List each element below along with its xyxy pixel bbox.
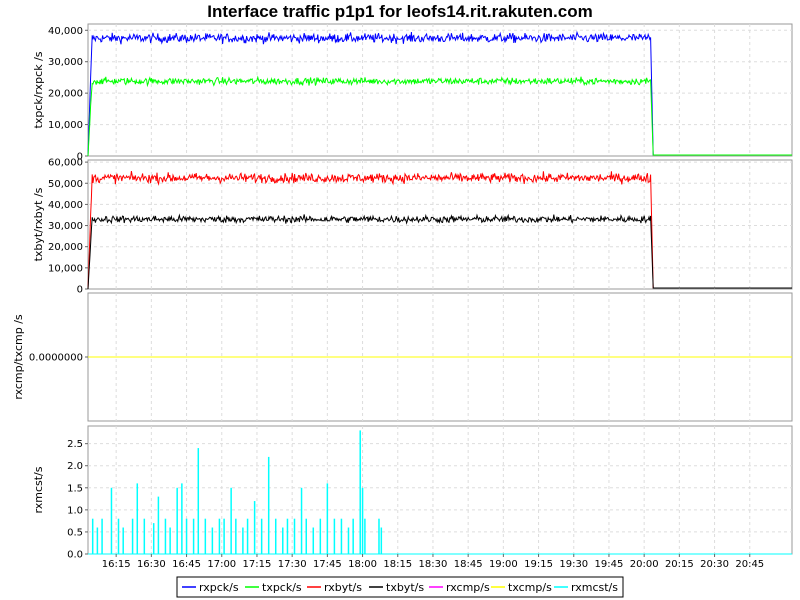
legend-box <box>176 576 624 598</box>
x-tick-label: 17:00 <box>207 559 236 570</box>
legend-label: rxbyt/s <box>324 581 362 594</box>
y-tick-label: 30,000 <box>48 221 83 232</box>
y-tick-label: 0.0 <box>67 550 83 561</box>
y-tick-label: 10,000 <box>48 263 83 274</box>
y-tick-label: 30,000 <box>48 57 83 68</box>
y-tick-label: 2.5 <box>67 439 83 450</box>
panel-frame-bytes <box>87 159 793 290</box>
y-axis-label: txpck/rxpck /s <box>32 51 45 128</box>
x-tick-label: 18:30 <box>419 559 448 570</box>
x-tick-label: 19:45 <box>595 559 624 570</box>
y-tick-label: 2.0 <box>67 461 83 472</box>
x-tick-label: 16:45 <box>172 559 201 570</box>
x-tick-label: 16:30 <box>137 559 166 570</box>
chart-title: Interface traffic p1p1 for leofs14.rit.r… <box>207 2 593 21</box>
legend-label: rxmcst/s <box>571 581 618 594</box>
x-tick-label: 19:00 <box>489 559 518 570</box>
series-line-txbyt/s <box>87 213 792 290</box>
y-tick-label: 60,000 <box>48 158 83 169</box>
x-tick-label: 17:45 <box>313 559 342 570</box>
x-tick-label: 18:15 <box>383 559 412 570</box>
x-tick-label: 18:45 <box>454 559 483 570</box>
legend-label: txcmp/s <box>508 581 552 594</box>
y-tick-label: 0.5 <box>67 527 83 538</box>
x-tick-label: 20:45 <box>735 559 764 570</box>
y-tick-label: 50,000 <box>48 179 83 190</box>
x-tick-label: 17:15 <box>243 559 272 570</box>
y-tick-label: 40,000 <box>48 200 83 211</box>
y-tick-label: 0 <box>77 285 83 296</box>
legend-label: rxcmp/s <box>446 581 490 594</box>
legend-label: txpck/s <box>262 581 302 594</box>
x-tick-label: 19:15 <box>524 559 553 570</box>
x-tick-label: 17:30 <box>278 559 307 570</box>
x-tick-label: 20:30 <box>700 559 729 570</box>
y-axis-label: txbyt/rxbyt /s <box>32 187 45 261</box>
x-tick-label: 20:15 <box>665 559 694 570</box>
x-tick-label: 16:15 <box>102 559 131 570</box>
series-line-rxpck/s <box>87 30 792 157</box>
y-tick-label: 10,000 <box>48 120 83 131</box>
legend-label: rxpck/s <box>199 581 239 594</box>
x-tick-label: 19:30 <box>559 559 588 570</box>
y-axis-label: rxmcst/s <box>32 466 45 513</box>
y-tick-label: 20,000 <box>48 89 83 100</box>
series-line-txpck/s <box>87 75 792 157</box>
series-line-rxbyt/s <box>87 171 792 290</box>
x-tick-label: 18:00 <box>348 559 377 570</box>
y-tick-label: 40,000 <box>48 26 83 37</box>
y-axis-label: rxcmp/txcmp /s <box>12 314 25 400</box>
y-tick-label: 0 <box>77 152 83 163</box>
y-tick-label: 20,000 <box>48 242 83 253</box>
y-tick-label: 0.0000000 <box>29 353 83 364</box>
panel-frame-packets <box>87 23 793 157</box>
legend-label: txbyt/s <box>386 581 424 594</box>
y-tick-label: 1.0 <box>67 505 83 516</box>
y-tick-label: 1.5 <box>67 483 83 494</box>
x-tick-label: 20:00 <box>630 559 659 570</box>
